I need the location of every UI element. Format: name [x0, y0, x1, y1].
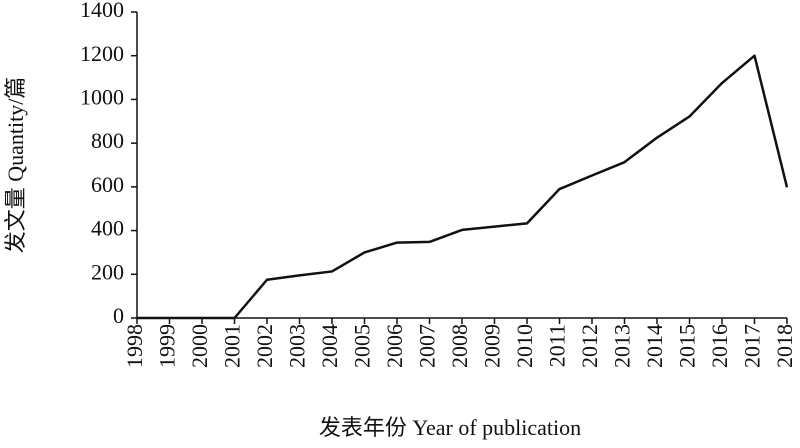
y-tick-label: 1200: [80, 41, 124, 66]
x-tick-label: 2014: [642, 324, 667, 368]
x-tick-label: 1999: [155, 324, 180, 368]
line: [137, 54, 789, 320]
x-tick-label: 2016: [707, 324, 732, 368]
x-tick-label: 2011: [545, 324, 570, 367]
x-axis-title: 发表年份 Year of publication: [319, 415, 581, 440]
y-tick-label: 1000: [80, 84, 124, 109]
y-tick-label: 400: [91, 216, 124, 241]
y-axis-title: 发文量 Quantity/篇: [3, 77, 28, 254]
x-tick-label: 2015: [675, 324, 700, 368]
x-tick-label: 2005: [350, 324, 375, 368]
y-tick-label: 200: [91, 259, 124, 284]
x-tick-label: 2004: [317, 324, 342, 368]
x-tick-label: 2007: [415, 324, 440, 368]
x-tick-label: 2001: [220, 324, 245, 368]
x-tick-label: 2006: [382, 324, 407, 368]
x-tick-label: 2012: [577, 324, 602, 368]
x-tick-label: 1998: [122, 324, 147, 368]
x-tick-label: 2000: [187, 324, 212, 368]
x-tick-label: 2003: [285, 324, 310, 368]
x-tick-label: 2010: [512, 324, 537, 368]
x-tick-label: 2009: [480, 324, 505, 368]
y-tick-label: 600: [91, 172, 124, 197]
x-tick-label: 2002: [252, 324, 277, 368]
y-tick-label: 0: [113, 303, 124, 328]
x-tick-label: 2018: [772, 324, 797, 368]
x-tick-label: 2013: [610, 324, 635, 368]
y-tick-label: 800: [91, 128, 124, 153]
x-tick-label: 2017: [740, 324, 765, 368]
x-tick-label: 2008: [447, 324, 472, 368]
y-tick-label: 1400: [80, 0, 124, 22]
